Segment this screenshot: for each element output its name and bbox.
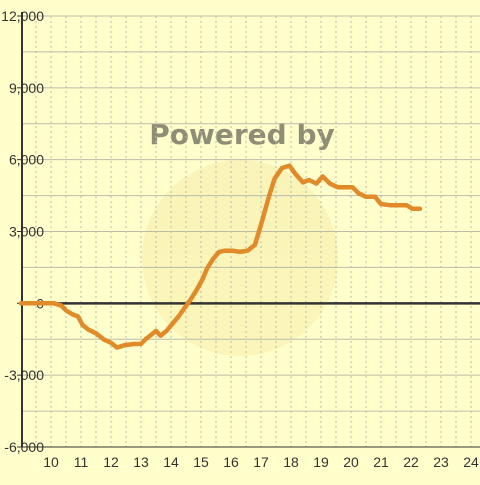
x-tick-label: 11 bbox=[74, 454, 89, 470]
x-tick-label: 15 bbox=[193, 454, 209, 470]
y-tick-label: -3,000 bbox=[4, 367, 44, 383]
series-line bbox=[18, 163, 423, 350]
y-tick-label: 6,000 bbox=[9, 152, 44, 168]
watermark: Powered by bbox=[142, 118, 338, 356]
x-tick-label: 22 bbox=[403, 454, 419, 470]
gridlines bbox=[22, 15, 480, 447]
x-tick-label: 10 bbox=[43, 454, 59, 470]
x-tick-label: 19 bbox=[313, 454, 329, 470]
y-tick-label: 3,000 bbox=[9, 224, 44, 240]
x-tick-label: 17 bbox=[253, 454, 269, 470]
watermark-text: Powered by bbox=[149, 118, 335, 151]
x-tick-label: 23 bbox=[433, 454, 449, 470]
axes bbox=[17, 12, 480, 448]
x-tick-label: 16 bbox=[223, 454, 239, 470]
x-tick-label: 14 bbox=[163, 454, 179, 470]
y-tick-label: 9,000 bbox=[9, 80, 44, 96]
series-group bbox=[18, 163, 423, 350]
x-tick-label: 18 bbox=[283, 454, 299, 470]
x-tick-labels: 10 11 12 13 14 15 16 17 18 19 20 21 22 23 24 bbox=[43, 454, 479, 470]
y-tick-label: 12,000 bbox=[1, 8, 44, 24]
x-tick-label: 21 bbox=[373, 454, 389, 470]
x-tick-label: 12 bbox=[103, 454, 119, 470]
x-tick-label: 24 bbox=[463, 454, 479, 470]
x-tick-label: 13 bbox=[133, 454, 149, 470]
y-tick-label: -6,000 bbox=[4, 439, 44, 455]
x-tick-label: 20 bbox=[343, 454, 359, 470]
watermark-circle bbox=[142, 160, 338, 356]
